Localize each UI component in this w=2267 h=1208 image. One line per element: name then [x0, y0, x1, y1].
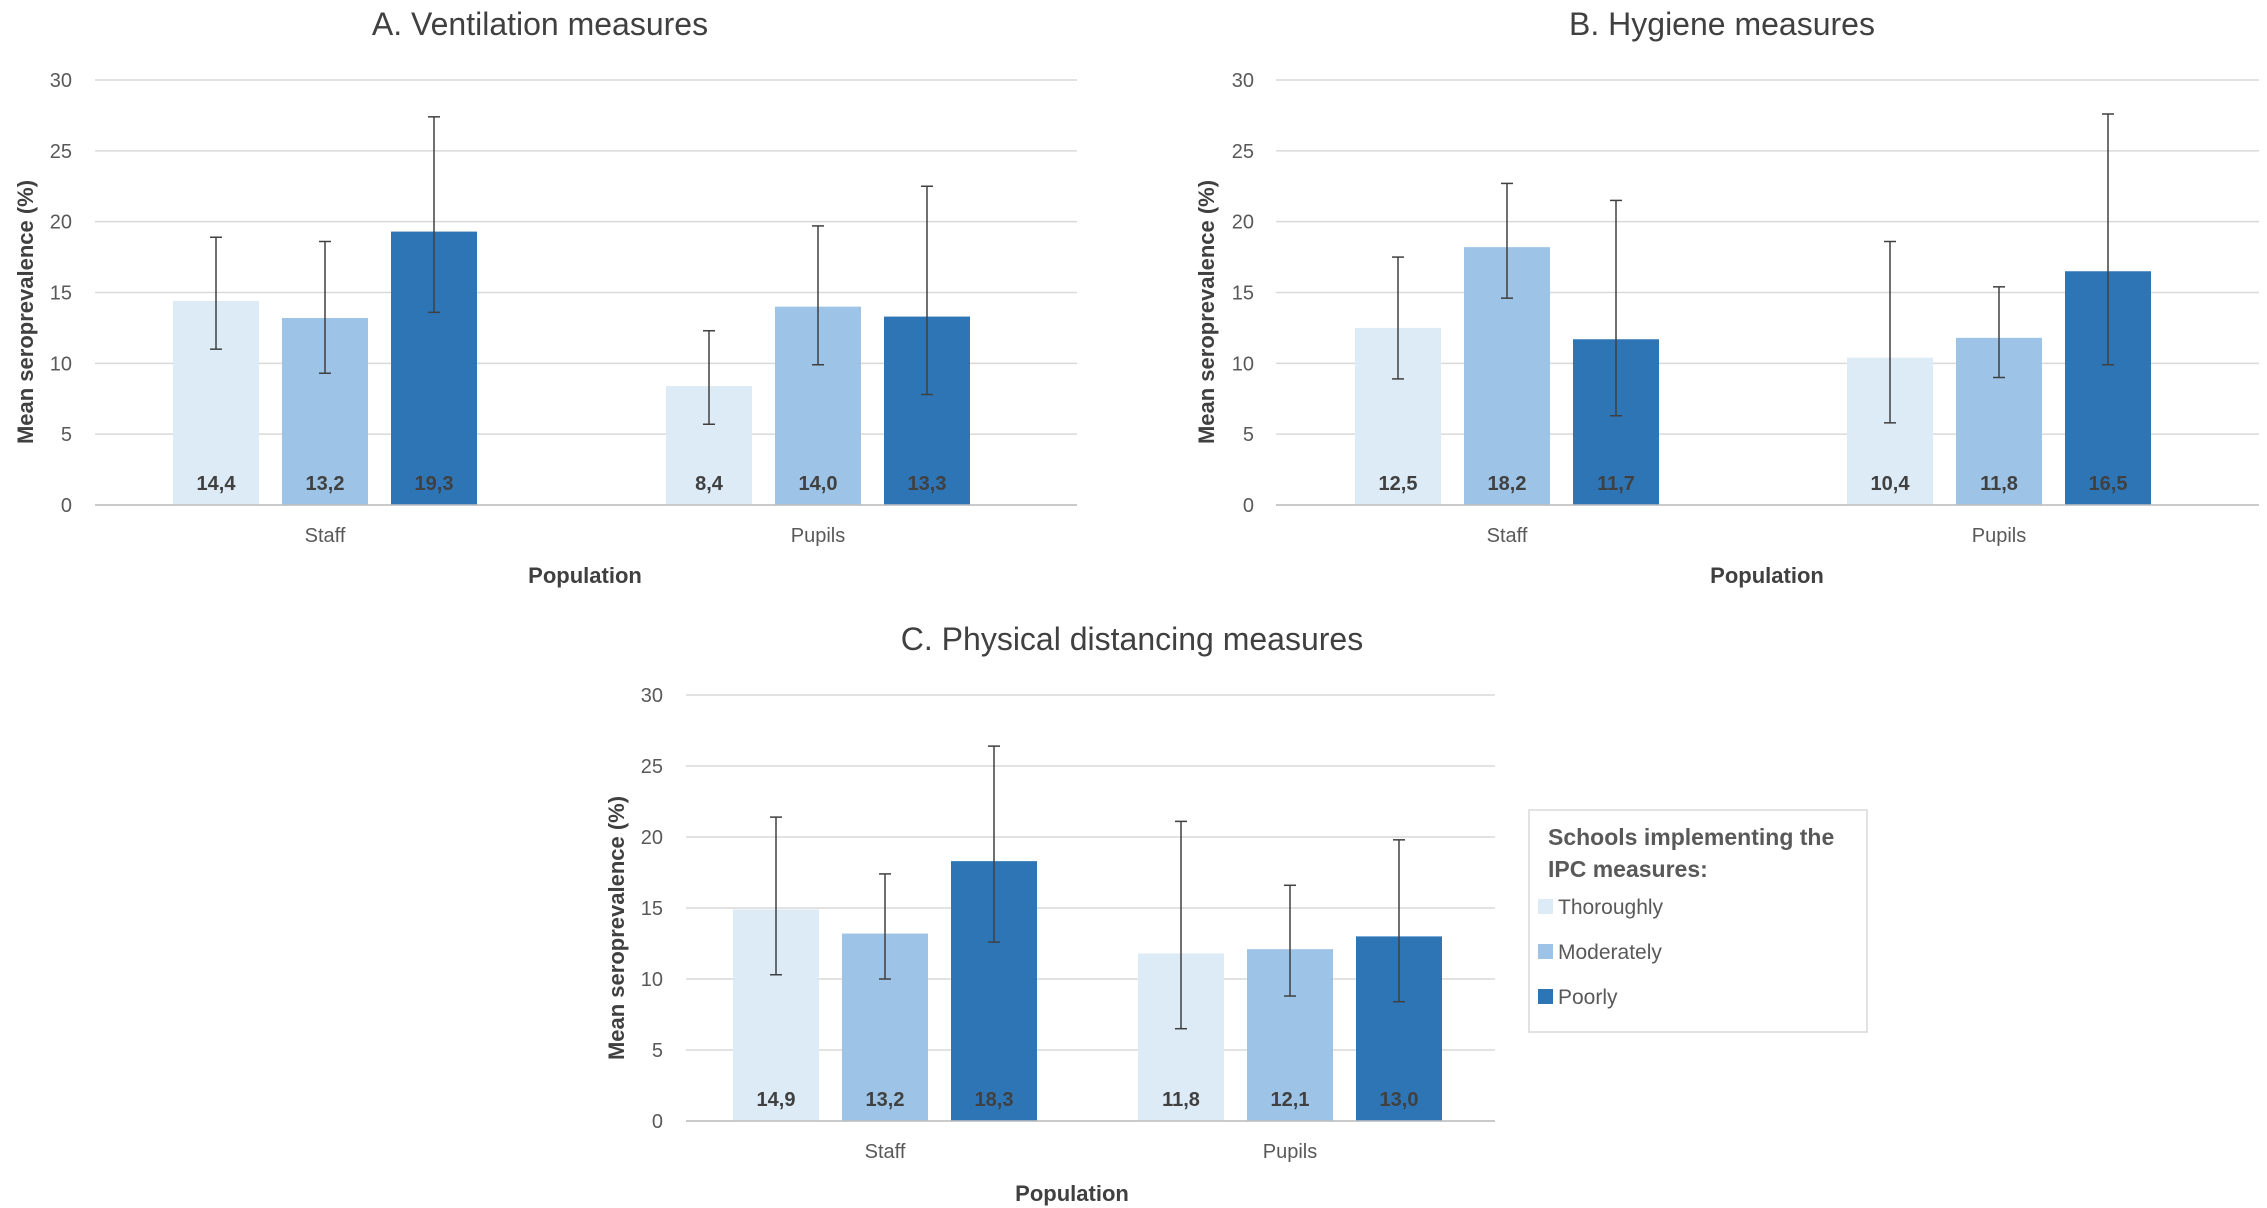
- legend-label: Poorly: [1558, 986, 1618, 1009]
- legend-label: Moderately: [1558, 941, 1662, 964]
- y-tick-label: 20: [641, 827, 663, 849]
- data-label: 13,0: [1380, 1089, 1419, 1111]
- panel-physical-distancing: C. Physical distancing measures Mean ser…: [604, 621, 1495, 1206]
- y-tick-label: 10: [1232, 353, 1254, 375]
- x-tick-label: Pupils: [1263, 1141, 1317, 1163]
- x-axis-title: Population: [528, 563, 642, 588]
- y-tick-label: 30: [1232, 70, 1254, 92]
- chart-title: A. Ventilation measures: [372, 6, 708, 42]
- x-tick-label: Pupils: [791, 525, 845, 547]
- x-tick-label: Pupils: [1972, 525, 2026, 547]
- data-label: 12,5: [1379, 473, 1418, 495]
- data-label: 14,9: [757, 1089, 796, 1111]
- y-tick-label: 5: [652, 1040, 663, 1062]
- data-label: 11,7: [1597, 473, 1635, 495]
- y-tick-label: 20: [50, 212, 72, 234]
- chart-title: B. Hygiene measures: [1569, 6, 1875, 42]
- y-tick-label: 15: [641, 898, 663, 920]
- data-label: 12,1: [1271, 1089, 1310, 1111]
- panel-hygiene: B. Hygiene measures Mean seroprevalence …: [1194, 6, 2259, 588]
- y-tick-label: 20: [1232, 212, 1254, 234]
- y-tick-label: 5: [1243, 424, 1254, 446]
- data-label: 8,4: [695, 473, 724, 495]
- y-axis-title: Mean seroprevalence (%): [604, 796, 629, 1060]
- x-axis-title: Population: [1710, 563, 1824, 588]
- y-tick-label: 0: [1243, 495, 1254, 517]
- data-label: 10,4: [1871, 473, 1911, 495]
- data-label: 13,2: [306, 473, 345, 495]
- x-tick-label: Staff: [1487, 525, 1528, 547]
- y-tick-label: 0: [61, 495, 72, 517]
- plot-area: 0 5 10 15 20 25 30 Staff 14,9 13,2 18,3 Pupils 11,8 1…: [641, 685, 1495, 1163]
- y-tick-label: 25: [50, 141, 72, 163]
- y-tick-label: 25: [641, 756, 663, 778]
- y-tick-label: 10: [641, 969, 663, 991]
- y-axis-title: Mean seroprevalence (%): [1194, 180, 1219, 444]
- x-tick-label: Staff: [865, 1141, 906, 1163]
- y-tick-label: 10: [50, 353, 72, 375]
- x-tick-label: Staff: [305, 525, 346, 547]
- legend-title-line: Schools implementing the: [1548, 824, 1834, 850]
- legend: Schools implementing the IPC measures: T…: [1528, 809, 1868, 1033]
- data-label: 11,8: [1162, 1089, 1200, 1111]
- data-label: 19,3: [415, 473, 454, 495]
- plot-area: 0 5 10 15 20 25 30 Staff 12,5 18,2 11,7 Pupils 10,4 1…: [1232, 70, 2259, 547]
- y-tick-label: 25: [1232, 141, 1254, 163]
- y-tick-label: 5: [61, 424, 72, 446]
- data-label: 11,8: [1980, 473, 2018, 495]
- data-label: 14,4: [197, 473, 237, 495]
- y-tick-label: 30: [50, 70, 72, 92]
- legend-items: Thoroughly Moderately Poorly: [1538, 896, 1664, 1009]
- legend-label: Thoroughly: [1558, 896, 1664, 919]
- legend-title-line: IPC measures:: [1548, 856, 1708, 882]
- y-axis-title: Mean seroprevalence (%): [13, 180, 38, 444]
- y-tick-label: 30: [641, 685, 663, 707]
- legend-swatch: [1538, 944, 1553, 959]
- chart-title: C. Physical distancing measures: [901, 621, 1363, 657]
- y-tick-label: 15: [50, 283, 72, 305]
- data-label: 13,3: [908, 473, 947, 495]
- legend-box: [1528, 809, 1868, 1033]
- y-tick-label: 15: [1232, 283, 1254, 305]
- legend-swatch: [1538, 989, 1553, 1004]
- data-label: 18,3: [975, 1089, 1014, 1111]
- data-label: 18,2: [1488, 473, 1527, 495]
- data-label: 14,0: [799, 473, 838, 495]
- y-tick-label: 0: [652, 1111, 663, 1133]
- data-label: 13,2: [866, 1089, 905, 1111]
- x-axis-title: Population: [1015, 1181, 1129, 1206]
- panel-ventilation: A. Ventilation measures Mean seroprevale…: [13, 6, 1077, 588]
- plot-area: 0 5 10 15 20 25 30 Staff 14,4 13,2 19,3 Pupils 8,4 14…: [50, 70, 1077, 547]
- legend-swatch: [1538, 899, 1553, 914]
- data-label: 16,5: [2089, 473, 2128, 495]
